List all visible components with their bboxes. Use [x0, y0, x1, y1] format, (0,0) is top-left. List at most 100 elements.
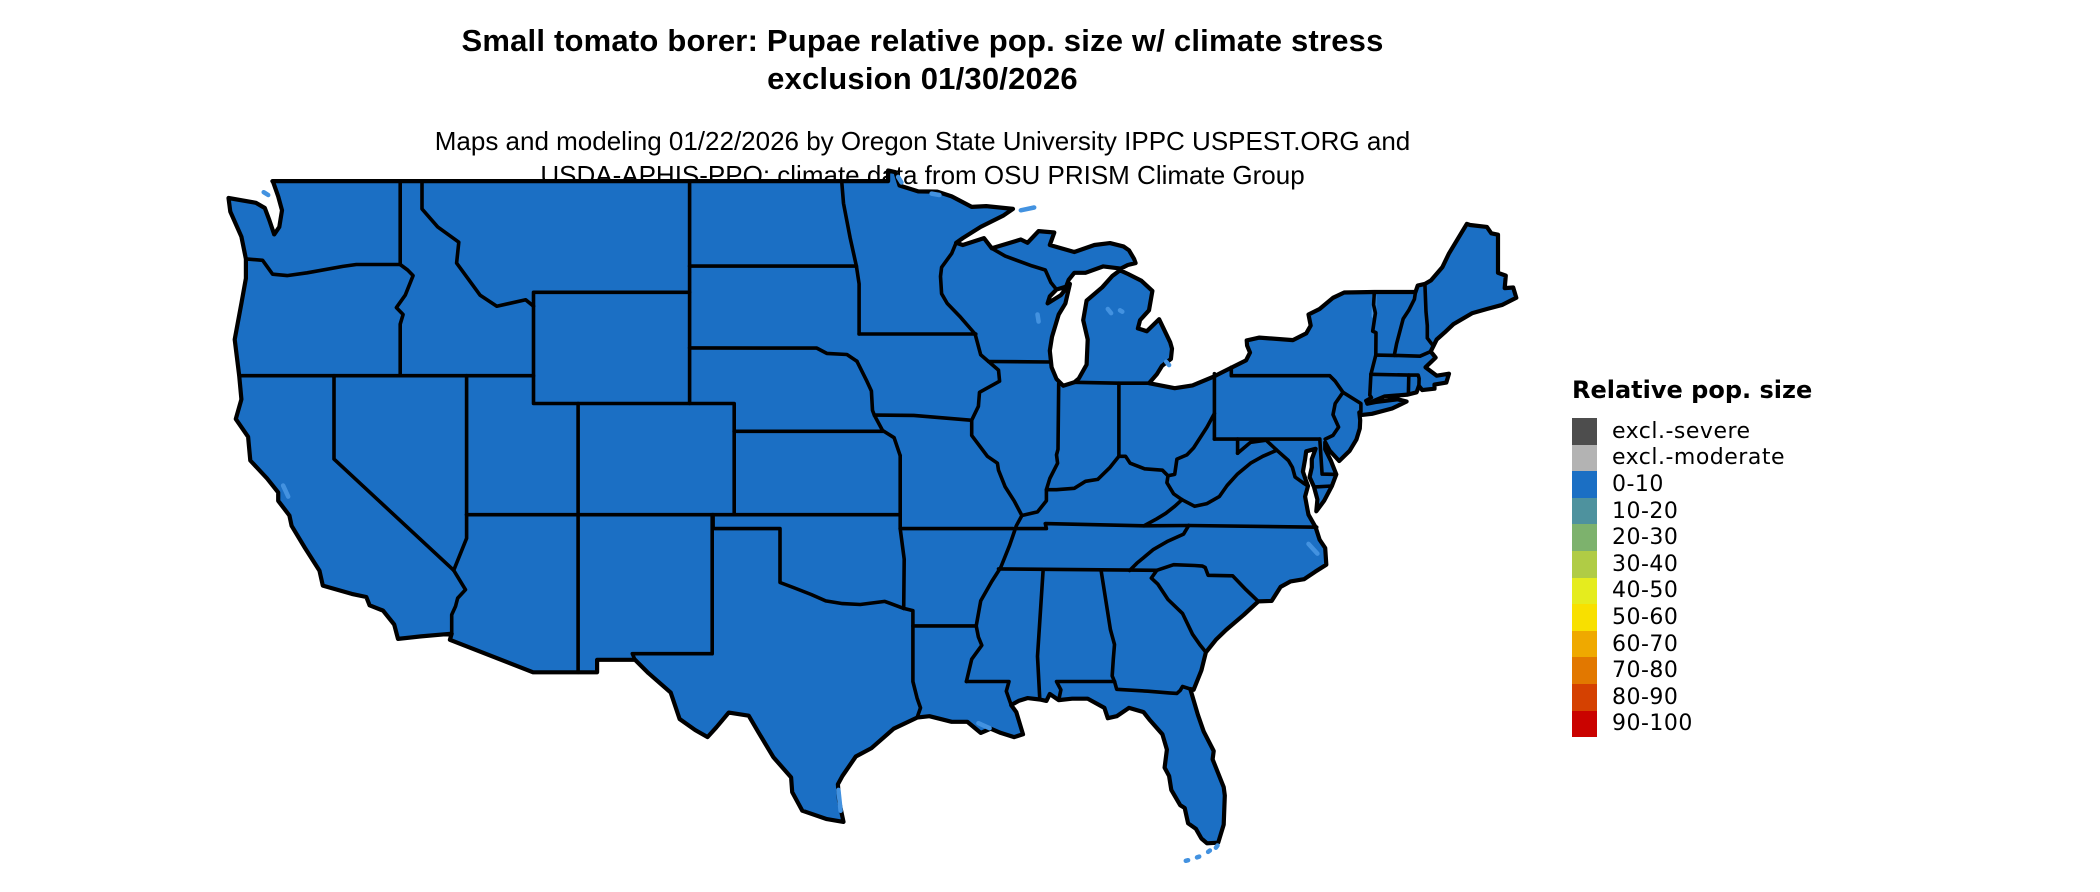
- state-boundary-line: [986, 359, 1053, 364]
- water-feature: [976, 720, 992, 731]
- legend-item-label: 40-50: [1612, 578, 1679, 604]
- state-boundary-line: [1035, 568, 1045, 702]
- state-boundary-line: [1369, 353, 1378, 377]
- water-feature: [1035, 312, 1041, 324]
- state-boundary-line: [1142, 497, 1184, 528]
- legend-item-label: excl.-severe: [1612, 418, 1751, 444]
- state-boundary-line: [1072, 380, 1151, 385]
- state-boundary-line: [1149, 568, 1208, 655]
- state-boundary-line: [898, 453, 906, 611]
- water-feature: [895, 174, 904, 185]
- state-boundary-line: [1374, 349, 1433, 358]
- state-boundary-line: [1392, 290, 1418, 358]
- state-boundary-line: [711, 512, 906, 611]
- legend-item-label: 0-10: [1612, 471, 1664, 497]
- state-boundary-line: [687, 401, 736, 434]
- legend-swatch: [1572, 497, 1597, 525]
- water-feature: [1306, 541, 1320, 556]
- state-boundary-line: [1186, 523, 1319, 529]
- legend-item: 70-80: [1572, 657, 1812, 684]
- legend-swatch: [1572, 630, 1597, 658]
- state-boundary-line: [1370, 290, 1378, 357]
- state-boundary-line: [1099, 568, 1117, 684]
- legend-item-label: 60-70: [1612, 631, 1679, 657]
- legend-swatch: [1572, 418, 1597, 445]
- state-boundary-line: [964, 679, 1013, 707]
- state-boundary-line: [1165, 474, 1184, 502]
- legend-swatch: [1572, 683, 1597, 711]
- water-feature: [1163, 359, 1172, 368]
- state-boundary-line: [938, 241, 1024, 684]
- state-boundary-line: [1054, 679, 1117, 702]
- state-boundary-line: [872, 413, 973, 422]
- state-boundary-line: [244, 257, 402, 278]
- legend-item: 20-30: [1572, 524, 1812, 551]
- state-borders-layer: [237, 179, 1436, 720]
- water-feature: [1183, 857, 1191, 864]
- state-boundary-line: [1127, 523, 1191, 573]
- state-boundary-line: [1229, 365, 1345, 441]
- map-subtitle-line1: Maps and modeling 01/22/2026 by Oregon S…: [434, 126, 1411, 156]
- legend-item: 90-100: [1572, 710, 1812, 738]
- map-title-line1: Small tomato borer: Pupae relative pop. …: [461, 23, 1384, 58]
- water-feature: [836, 787, 843, 813]
- state-boundary-line: [1155, 562, 1261, 604]
- legend-item-label: 90-100: [1612, 711, 1693, 737]
- state-boundary-line: [839, 179, 861, 336]
- state-boundary-line: [855, 359, 902, 458]
- legend-item: 30-40: [1572, 550, 1812, 578]
- state-boundary-line: [451, 512, 469, 573]
- map-legend: Relative pop. size excl.-severe excl.-mod…: [1572, 376, 1813, 738]
- legend-swatch: [1572, 577, 1597, 605]
- state-boundary-line: [1180, 448, 1279, 509]
- water-feature: [1213, 843, 1220, 850]
- legend-item-label: excl.-moderate: [1612, 445, 1785, 471]
- water-feature: [1205, 848, 1213, 855]
- state-boundary-line: [990, 246, 1059, 292]
- state-boundary-line: [332, 373, 468, 636]
- state-boundary-line: [1020, 411, 1217, 518]
- legend-swatch: [1572, 444, 1597, 472]
- state-boundary-line: [1369, 372, 1421, 388]
- state-boundary-line: [630, 512, 714, 662]
- water-feature: [1105, 306, 1114, 316]
- legend-item-label: 80-90: [1612, 684, 1679, 710]
- state-boundary-line: [1364, 372, 1374, 406]
- state-boundary-line: [1423, 282, 1436, 348]
- legend-swatch: [1572, 604, 1597, 631]
- legend-item-label: 10-20: [1612, 498, 1679, 524]
- legend-swatch: [1572, 710, 1597, 738]
- legend-item: 40-50: [1572, 577, 1812, 605]
- legend-title: Relative pop. size: [1572, 376, 1813, 404]
- legend-rows: excl.-severe excl.-moderate 0-10 10-20 20-30…: [1572, 418, 1812, 738]
- us-states-choropleth-map: [226, 168, 1519, 864]
- legend-item: 0-10: [1572, 471, 1812, 498]
- state-boundary-line: [1313, 484, 1334, 489]
- water-feature: [929, 191, 942, 198]
- water-features-layer: [261, 174, 1377, 864]
- water-feature: [1194, 854, 1202, 860]
- legend-item: 60-70: [1572, 630, 1812, 658]
- legend-swatch: [1572, 550, 1597, 578]
- state-boundary-line: [1044, 381, 1061, 492]
- state-boundary-line: [901, 606, 923, 720]
- legend-item-label: 20-30: [1612, 525, 1679, 551]
- conus-landmass: [226, 168, 1519, 846]
- legend-item: 80-90: [1572, 683, 1812, 711]
- legend-item-label: 70-80: [1612, 658, 1679, 684]
- water-feature: [1117, 308, 1125, 314]
- legend-swatch: [1572, 471, 1597, 498]
- state-boundary-line: [1235, 438, 1310, 488]
- legend-item-label: 50-60: [1612, 604, 1679, 630]
- state-fill-layer: [226, 168, 1519, 846]
- legend-item: excl.-severe: [1572, 418, 1812, 445]
- legend-swatch: [1572, 657, 1597, 684]
- water-feature: [280, 483, 291, 499]
- state-boundary-line: [687, 346, 859, 363]
- water-feature: [1018, 205, 1037, 213]
- state-boundary-line: [394, 262, 415, 378]
- state-boundary-line: [1112, 679, 1193, 696]
- legend-swatch: [1572, 524, 1597, 551]
- legend-item: 50-60: [1572, 604, 1812, 631]
- water-feature: [261, 189, 271, 198]
